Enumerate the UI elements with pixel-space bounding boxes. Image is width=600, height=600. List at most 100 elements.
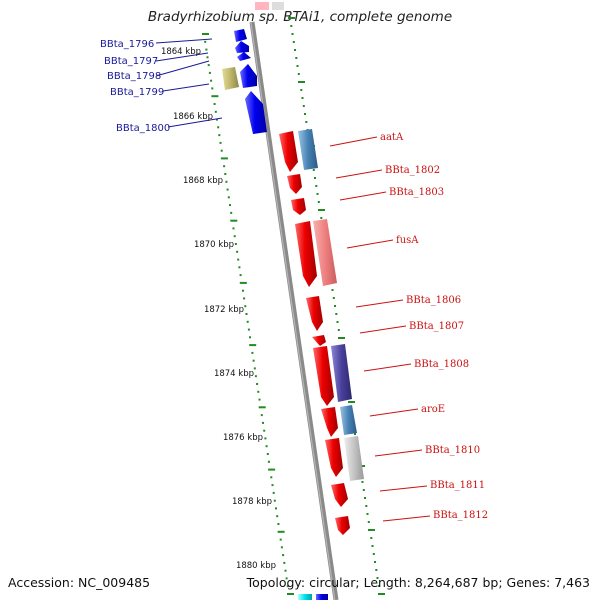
scale-tick-mark <box>365 505 368 507</box>
scale-tick-mark <box>251 351 254 354</box>
gene-label-bbta-1812[interactable]: BBta_1812 <box>433 510 488 521</box>
bottom-partial-feature-blue <box>316 594 328 600</box>
scale-tick-mark <box>276 515 279 518</box>
scale-tick-mark <box>244 305 247 308</box>
gene-bbta-1807 <box>312 335 326 346</box>
scale-tick-mark <box>224 173 227 175</box>
scale-tick-mark <box>302 105 305 107</box>
tick-label: 1870 kbp <box>194 240 234 250</box>
scale-tick-mark <box>217 126 220 129</box>
scale-tick-mark <box>232 227 235 230</box>
scale-tick-mark <box>225 180 228 183</box>
scale-tick-mark <box>354 433 356 435</box>
tick-label: 1874 kbp <box>214 369 254 379</box>
scale-tick-mark <box>377 585 380 587</box>
gene-label-bbta-1810[interactable]: BBta_1810 <box>425 445 480 456</box>
scale-tick-mark <box>364 497 366 499</box>
gene-label-bbta-1808[interactable]: BBta_1808 <box>414 359 469 370</box>
scale-tick-mark <box>331 289 334 291</box>
gene-bbta-1802 <box>287 174 302 194</box>
accession-text: Accession: NC_009485 <box>8 575 151 590</box>
scale-tick-mark <box>371 545 374 547</box>
scale-tick-mark <box>204 40 207 43</box>
gene-bbta-1810-red <box>325 438 343 477</box>
scale-tick-mark <box>334 305 336 307</box>
scale-tick-mark <box>230 219 238 222</box>
scale-tick-mark <box>372 553 375 555</box>
tick-label: 1880 kbp <box>236 561 276 571</box>
gene-label-bbta-1802[interactable]: BBta_1802 <box>385 165 440 176</box>
scale-tick-mark <box>239 274 242 277</box>
scale-tick-mark <box>312 169 315 171</box>
gene-aata <box>279 131 298 172</box>
scale-tick-mark <box>257 390 260 393</box>
scale-tick-mark <box>366 513 369 515</box>
scale-tick-mark <box>258 398 261 401</box>
tick-label: 1866 kbp <box>173 112 213 122</box>
gene-label-aata[interactable]: aatA <box>380 132 404 143</box>
scale-tick-mark <box>337 329 340 331</box>
gene-bbta-1799 <box>240 64 257 88</box>
tick-label: 1868 kbp <box>183 176 223 186</box>
gene-label-bbta-1796[interactable]: BBta_1796 <box>100 39 154 50</box>
scale-tick-mark <box>226 188 229 191</box>
map-title: Bradyrhizobium sp. BTAi1, complete genom… <box>147 9 453 25</box>
genome-backbone <box>249 21 339 600</box>
gene-bbta-1798 <box>237 52 251 61</box>
scale-tick-mark <box>286 585 289 588</box>
gene-bbta-1812 <box>335 516 350 535</box>
scale-tick-mark <box>236 250 239 253</box>
scale-tick-mark <box>368 529 375 531</box>
scale-tick-mark <box>376 577 379 579</box>
gene-label-fusa[interactable]: fusA <box>396 235 419 246</box>
scale-tick-mark <box>230 211 233 214</box>
gene-label-aroe[interactable]: aroE <box>421 404 445 415</box>
scale-tick-mark <box>243 297 246 300</box>
scale-tick-mark <box>233 235 236 238</box>
gene-label-bbta-1798[interactable]: BBta_1798 <box>107 71 161 82</box>
scale-tick-mark <box>260 414 263 417</box>
topology-text: Topology: circular; Length: 8,264,687 bp… <box>246 575 590 590</box>
scale-tick-mark <box>202 33 209 35</box>
scale-tick-mark <box>249 344 257 347</box>
gene-label-bbta-1811[interactable]: BBta_1811 <box>430 480 485 491</box>
scale-tick-mark <box>245 313 248 315</box>
scale-tick-mark <box>216 118 218 121</box>
scale-tick-mark <box>211 95 219 98</box>
scale-tick-mark <box>320 217 323 219</box>
scale-tick-mark <box>206 56 209 59</box>
gene-label-bbta-1797[interactable]: BBta_1797 <box>104 56 158 67</box>
gene-label-bbta-1807[interactable]: BBta_1807 <box>409 321 464 332</box>
scale-tick-mark <box>279 538 282 541</box>
scale-tick-mark <box>361 481 364 483</box>
gene-bbta-1803 <box>291 198 306 215</box>
scale-tick-mark <box>227 196 230 199</box>
scale-tick-mark <box>207 64 210 67</box>
scale-tick-mark <box>300 89 303 91</box>
gene-labels-right: aatA BBta_1802 BBta_1803 fusA BBta_1806 … <box>380 132 488 521</box>
gene-label-bbta-1800[interactable]: BBta_1800 <box>116 123 170 134</box>
scale-tick-mark <box>258 406 266 409</box>
gene-aata-rna <box>298 129 318 170</box>
scale-tick-mark <box>270 476 273 479</box>
tick-labels: 1864 kbp 1866 kbp 1868 kbp 1870 kbp 1872… <box>161 47 276 571</box>
gene-label-bbta-1803[interactable]: BBta_1803 <box>389 187 444 198</box>
scale-tick-mark <box>218 134 221 137</box>
gene-aroe-steel <box>340 405 357 435</box>
scale-tick-mark <box>298 81 305 83</box>
gene-bbta-1811 <box>331 483 348 507</box>
scale-tick-mark <box>219 141 222 144</box>
scale-tick-mark <box>283 561 286 564</box>
scale-tick-mark <box>375 569 378 571</box>
tick-label: 1872 kbp <box>204 305 244 315</box>
gene-label-bbta-1806[interactable]: BBta_1806 <box>406 295 461 306</box>
label-pointers <box>155 38 431 522</box>
scale-tick-mark <box>234 243 237 245</box>
scale-tick-mark <box>246 320 249 323</box>
gene-label-bbta-1799[interactable]: BBta_1799 <box>110 87 164 98</box>
scale-tick-mark <box>332 297 335 299</box>
scale-tick-mark <box>220 149 223 152</box>
scale-tick-mark <box>301 97 304 99</box>
scale-tick-mark <box>239 281 247 284</box>
